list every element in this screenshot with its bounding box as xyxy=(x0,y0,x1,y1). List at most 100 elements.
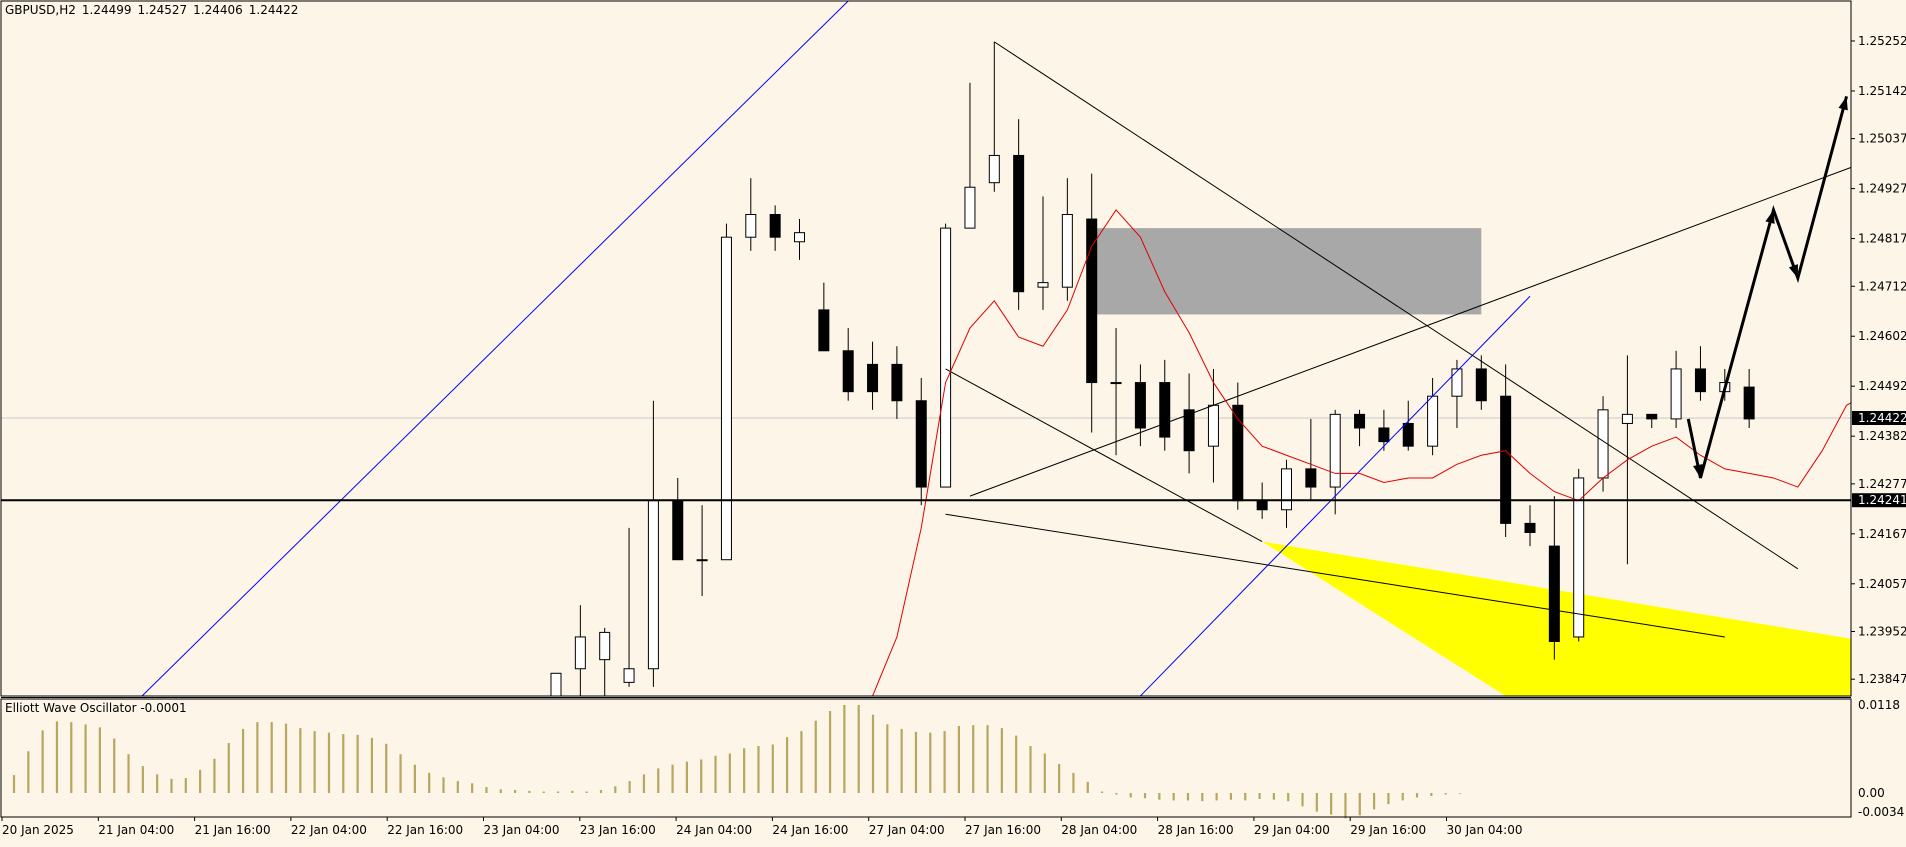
bear-candle-body xyxy=(867,363,879,393)
price-axis-label: 1.25252 xyxy=(1858,34,1906,48)
main-panel-frame xyxy=(0,0,1852,697)
time-axis-label: 29 Jan 04:00 xyxy=(1254,823,1330,837)
time-axis-label: 24 Jan 04:00 xyxy=(676,823,752,837)
rising-wedge-line xyxy=(969,166,1851,497)
close-value: 1.24422 xyxy=(248,3,299,17)
time-axis-label: 27 Jan 16:00 xyxy=(965,823,1041,837)
time-axis-label: 29 Jan 16:00 xyxy=(1350,823,1426,837)
candle xyxy=(964,82,976,229)
bear-candle-body xyxy=(1159,382,1171,438)
candle xyxy=(1061,178,1073,301)
bull-candle-body xyxy=(623,668,635,683)
candle xyxy=(1475,355,1487,410)
bull-candle-body xyxy=(1573,477,1585,638)
bear-candle-body xyxy=(891,363,903,402)
bear-candle-body xyxy=(1134,382,1146,429)
time-axis-label: 28 Jan 16:00 xyxy=(1158,823,1234,837)
projection-arrowhead xyxy=(1765,209,1775,224)
level-price-badge xyxy=(1852,493,1906,508)
bear-candle-body xyxy=(1694,368,1706,393)
candle xyxy=(891,346,903,419)
bull-candle-body xyxy=(988,154,1000,184)
candle xyxy=(1281,459,1292,528)
time-axis-label: 30 Jan 04:00 xyxy=(1447,823,1523,837)
time-axis-label: 27 Jan 04:00 xyxy=(869,823,945,837)
time-axis-label: 22 Jan 04:00 xyxy=(291,823,367,837)
bear-candle-body xyxy=(672,500,684,561)
candle xyxy=(1183,373,1195,474)
bull-candle-body xyxy=(647,500,659,670)
candle xyxy=(720,223,732,561)
candle xyxy=(1354,409,1366,447)
bear-candle-body xyxy=(1524,522,1536,533)
candle xyxy=(550,672,562,697)
time-axis-label: 21 Jan 16:00 xyxy=(195,823,271,837)
candle xyxy=(1159,359,1171,451)
lower-support-line xyxy=(945,513,1725,638)
oscillator-axis-label: -0.0034 xyxy=(1858,805,1904,819)
bull-candle-body xyxy=(599,631,611,661)
time-axis-label: 21 Jan 04:00 xyxy=(98,823,174,837)
bear-candle-body xyxy=(1256,500,1268,511)
bear-candle-body xyxy=(1743,386,1755,420)
time-axis-label: 23 Jan 16:00 xyxy=(580,823,656,837)
price-axis-label: 1.24057 xyxy=(1858,577,1906,591)
bear-candle-body xyxy=(1013,154,1025,293)
bear-candle-body xyxy=(1305,468,1317,488)
symbol-label: GBPUSD,H2 xyxy=(5,3,76,17)
candle xyxy=(696,505,708,597)
time-axis-label: 22 Jan 16:00 xyxy=(387,823,463,837)
bull-candle-body xyxy=(940,227,952,488)
candle xyxy=(1305,418,1317,501)
candle xyxy=(1646,413,1658,428)
candle xyxy=(769,205,781,251)
candle xyxy=(988,41,1000,192)
price-axis-label: 1.24167 xyxy=(1858,527,1906,541)
price-axis-label: 1.25037 xyxy=(1858,132,1906,146)
price-axis-label: 1.24712 xyxy=(1858,279,1906,293)
candle xyxy=(1524,505,1536,547)
candle xyxy=(794,219,805,260)
candle xyxy=(1670,350,1682,428)
price-axis-label: 1.24492 xyxy=(1858,379,1906,393)
candle xyxy=(915,378,927,506)
candle xyxy=(1378,409,1390,451)
bull-candle-body xyxy=(1621,413,1633,424)
candle xyxy=(1013,119,1025,310)
bear-candle-body xyxy=(1183,409,1195,452)
low-value: 1.24406 xyxy=(193,3,243,17)
descending-line xyxy=(994,41,1799,570)
candle xyxy=(1402,400,1414,451)
bull-candle-body xyxy=(1670,368,1682,420)
bear-candle-body xyxy=(1354,413,1366,429)
candle xyxy=(867,341,879,410)
open-value: 1.24499 xyxy=(81,3,132,17)
candle xyxy=(940,223,952,488)
blue-channel-lower xyxy=(1140,295,1531,696)
time-axis-label: 24 Jan 16:00 xyxy=(772,823,848,837)
bull-candle-body xyxy=(1037,282,1049,288)
projection-arrowhead xyxy=(1838,96,1848,111)
bear-candle-body xyxy=(1548,545,1560,642)
candle xyxy=(1110,328,1122,456)
candle xyxy=(842,328,854,401)
bear-candle-body xyxy=(818,309,830,352)
oscillator-title: Elliott Wave Oscillator -0.0001 xyxy=(5,701,187,715)
candle xyxy=(1573,468,1585,642)
oscillator-axis-label: 0.0118 xyxy=(1858,698,1900,712)
price-axis-label: 1.23952 xyxy=(1858,624,1906,638)
candle xyxy=(818,282,830,352)
bear-candle-body xyxy=(1475,368,1487,402)
bull-candle-body xyxy=(794,232,805,243)
price-axis-label: 1.25142 xyxy=(1858,84,1906,98)
bull-candle-body xyxy=(964,186,976,229)
bull-candle-body xyxy=(720,236,732,561)
bull-candle-body xyxy=(1110,382,1122,385)
candle xyxy=(1743,368,1755,428)
symbol-header: GBPUSD,H2 1.24499 1.24527 1.24406 1.24422 xyxy=(5,3,304,17)
candle xyxy=(623,527,635,687)
bear-candle-body xyxy=(769,213,781,238)
price-axis-label: 1.24382 xyxy=(1858,429,1906,443)
price-axis-label: 1.24817 xyxy=(1858,232,1906,246)
